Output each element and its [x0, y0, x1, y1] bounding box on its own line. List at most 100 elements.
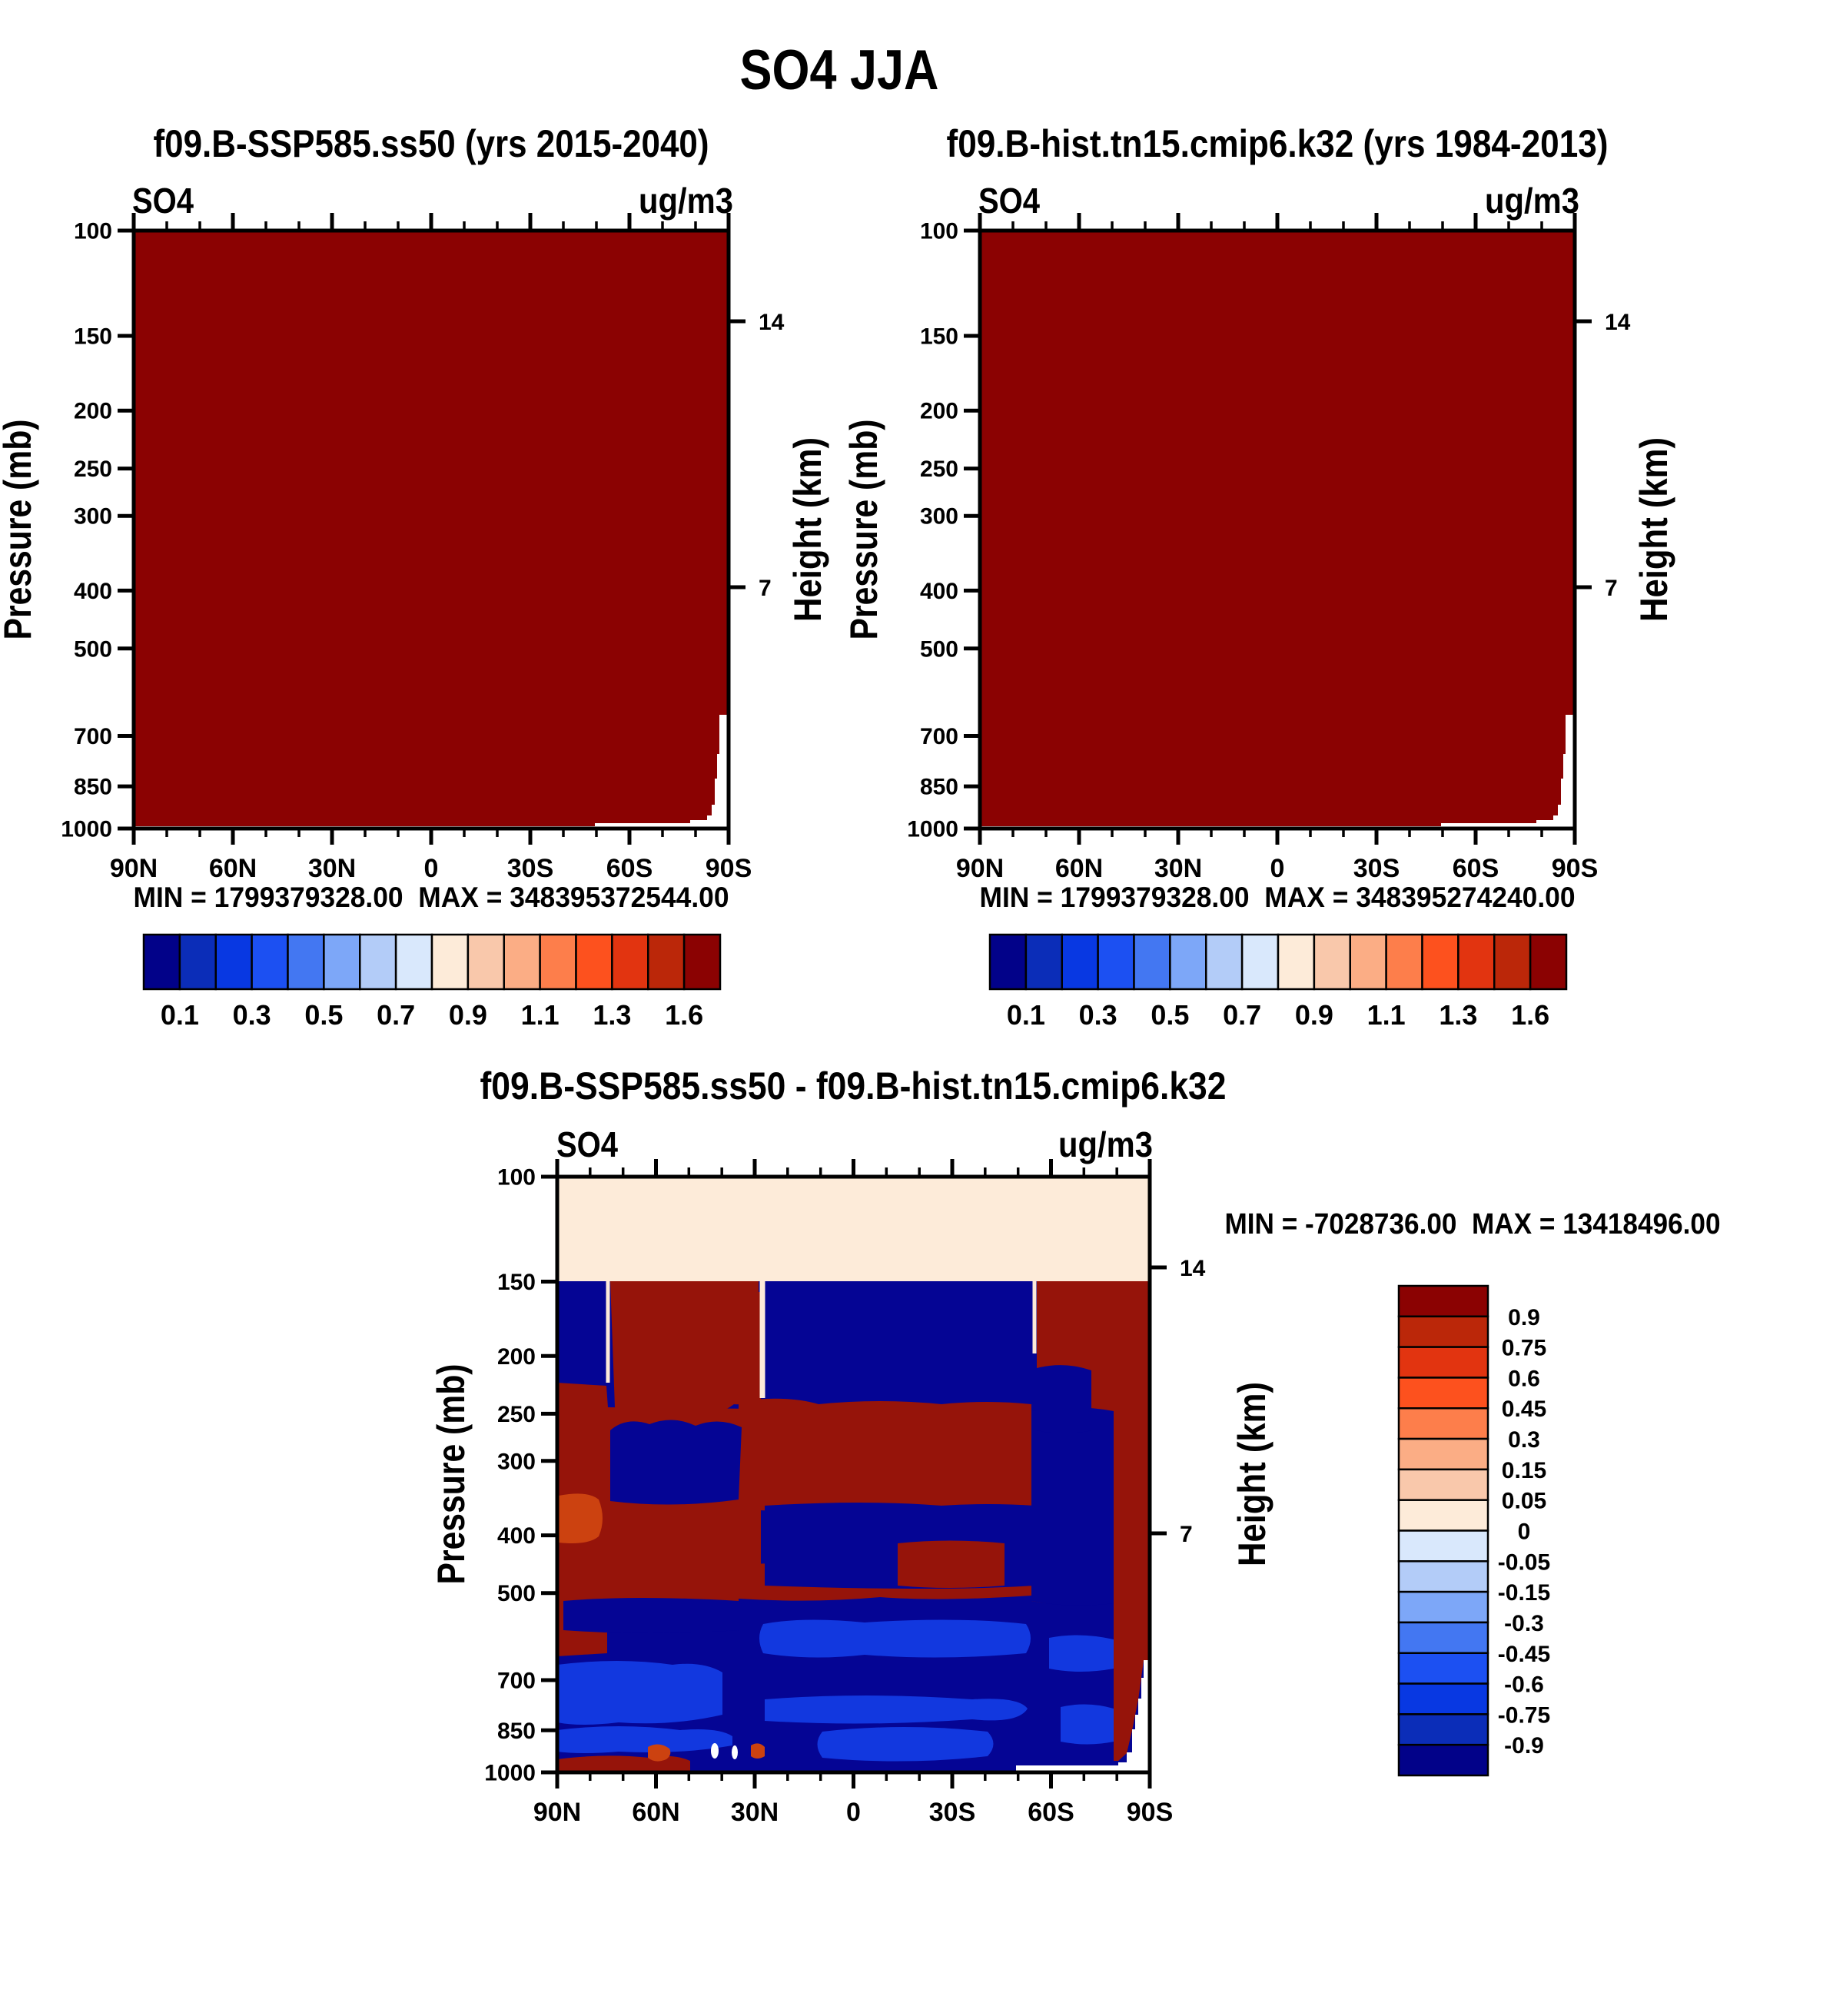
svg-text:0.5: 0.5: [304, 999, 343, 1031]
svg-text:30S: 30S: [929, 1798, 976, 1827]
svg-text:f09.B-SSP585.ss50 - f09.B-hist: f09.B-SSP585.ss50 - f09.B-hist.tn15.cmip…: [480, 1064, 1227, 1108]
svg-text:1.1: 1.1: [521, 999, 560, 1031]
svg-text:150: 150: [74, 324, 112, 350]
svg-text:7: 7: [759, 576, 772, 601]
svg-text:ug/m3: ug/m3: [639, 181, 733, 221]
svg-text:60N: 60N: [209, 854, 257, 883]
svg-text:MIN = 1799379328.00 MAX = 348: MIN = 1799379328.00 MAX = 348395372544.0…: [134, 882, 729, 913]
svg-text:200: 200: [497, 1344, 536, 1370]
svg-text:f09.B-SSP585.ss50 (yrs 2015-20: f09.B-SSP585.ss50 (yrs 2015-2040): [154, 122, 709, 165]
svg-text:0.7: 0.7: [377, 999, 415, 1031]
svg-text:60N: 60N: [1055, 854, 1103, 883]
svg-text:SO4: SO4: [556, 1124, 618, 1164]
svg-text:90S: 90S: [1127, 1798, 1174, 1827]
svg-text:-0.6: -0.6: [1504, 1672, 1544, 1698]
svg-text:0.9: 0.9: [1295, 999, 1333, 1031]
svg-text:100: 100: [497, 1165, 536, 1191]
svg-text:-0.15: -0.15: [1498, 1580, 1550, 1606]
svg-text:Height (km): Height (km): [1230, 1382, 1273, 1566]
svg-text:7: 7: [1605, 576, 1618, 601]
svg-text:400: 400: [497, 1523, 536, 1549]
svg-text:90N: 90N: [110, 854, 158, 883]
svg-text:14: 14: [759, 310, 785, 335]
svg-text:0.75: 0.75: [1502, 1336, 1546, 1361]
svg-text:SO4: SO4: [978, 181, 1040, 221]
svg-text:60S: 60S: [1028, 1798, 1074, 1827]
svg-text:1000: 1000: [484, 1761, 536, 1786]
svg-text:Height (km): Height (km): [1632, 437, 1675, 622]
svg-text:200: 200: [920, 399, 958, 424]
svg-text:60S: 60S: [606, 854, 653, 883]
svg-text:0.3: 0.3: [233, 999, 271, 1031]
svg-text:90S: 90S: [1552, 854, 1599, 883]
svg-text:850: 850: [497, 1719, 536, 1744]
svg-text:1000: 1000: [61, 817, 112, 842]
svg-text:Pressure (mb): Pressure (mb): [430, 1364, 473, 1585]
svg-text:0.1: 0.1: [1007, 999, 1045, 1031]
svg-text:500: 500: [920, 636, 958, 662]
svg-text:-0.75: -0.75: [1498, 1702, 1550, 1728]
svg-text:300: 300: [497, 1449, 536, 1474]
svg-text:300: 300: [74, 504, 112, 530]
svg-text:250: 250: [920, 457, 958, 482]
svg-text:0.1: 0.1: [161, 999, 199, 1031]
svg-text:90N: 90N: [956, 854, 1004, 883]
svg-text:7: 7: [1180, 1522, 1193, 1547]
svg-text:0: 0: [424, 854, 439, 883]
svg-text:500: 500: [74, 636, 112, 662]
svg-text:f09.B-hist.tn15.cmip6.k32 (yrs: f09.B-hist.tn15.cmip6.k32 (yrs 1984-2013…: [947, 122, 1609, 165]
svg-text:-0.3: -0.3: [1504, 1611, 1544, 1636]
svg-text:ug/m3: ug/m3: [1485, 181, 1579, 221]
svg-text:Pressure (mb): Pressure (mb): [0, 420, 39, 640]
svg-text:0.6: 0.6: [1508, 1366, 1540, 1391]
svg-text:30S: 30S: [1353, 854, 1400, 883]
svg-text:250: 250: [497, 1402, 536, 1427]
svg-text:0: 0: [1270, 854, 1285, 883]
svg-text:1.6: 1.6: [1511, 999, 1549, 1031]
svg-text:700: 700: [497, 1669, 536, 1694]
svg-text:0.05: 0.05: [1502, 1489, 1546, 1514]
svg-text:1.3: 1.3: [593, 999, 631, 1031]
svg-text:60S: 60S: [1453, 854, 1499, 883]
svg-text:150: 150: [920, 324, 958, 350]
svg-text:MIN = 1799379328.00 MAX = 348: MIN = 1799379328.00 MAX = 348395274240.0…: [980, 882, 1576, 913]
svg-text:250: 250: [74, 457, 112, 482]
svg-text:0.9: 0.9: [449, 999, 487, 1031]
svg-text:1000: 1000: [907, 817, 958, 842]
svg-text:SO4 JJA: SO4 JJA: [740, 39, 939, 101]
svg-text:0.45: 0.45: [1502, 1397, 1546, 1422]
svg-text:30S: 30S: [507, 854, 554, 883]
svg-text:14: 14: [1605, 310, 1631, 335]
svg-text:Height (km): Height (km): [786, 437, 829, 622]
svg-text:0: 0: [1518, 1519, 1531, 1545]
svg-text:0.3: 0.3: [1508, 1427, 1540, 1453]
svg-text:700: 700: [74, 724, 112, 749]
svg-text:14: 14: [1180, 1256, 1206, 1281]
svg-text:100: 100: [74, 219, 112, 244]
svg-text:60N: 60N: [632, 1798, 679, 1827]
svg-text:30N: 30N: [731, 1798, 779, 1827]
svg-text:700: 700: [920, 724, 958, 749]
svg-text:-0.9: -0.9: [1504, 1733, 1544, 1759]
svg-text:30N: 30N: [1154, 854, 1202, 883]
svg-text:0.9: 0.9: [1508, 1305, 1540, 1330]
svg-text:400: 400: [74, 579, 112, 604]
svg-text:0.15: 0.15: [1502, 1458, 1546, 1483]
svg-text:850: 850: [920, 775, 958, 800]
svg-text:-0.45: -0.45: [1498, 1642, 1550, 1667]
svg-text:100: 100: [920, 219, 958, 244]
svg-text:1.6: 1.6: [665, 999, 703, 1031]
svg-text:0.3: 0.3: [1079, 999, 1117, 1031]
svg-text:200: 200: [74, 399, 112, 424]
svg-text:400: 400: [920, 579, 958, 604]
svg-text:90N: 90N: [533, 1798, 581, 1827]
svg-text:MIN = -7028736.00 MAX = 13418: MIN = -7028736.00 MAX = 13418496.00: [1225, 1208, 1721, 1240]
svg-text:1.1: 1.1: [1367, 999, 1406, 1031]
svg-text:30N: 30N: [308, 854, 356, 883]
svg-text:1.3: 1.3: [1439, 999, 1477, 1031]
svg-text:500: 500: [497, 1581, 536, 1606]
svg-text:Pressure (mb): Pressure (mb): [842, 420, 885, 640]
svg-text:ug/m3: ug/m3: [1058, 1124, 1153, 1164]
svg-text:150: 150: [497, 1270, 536, 1295]
svg-text:90S: 90S: [706, 854, 752, 883]
